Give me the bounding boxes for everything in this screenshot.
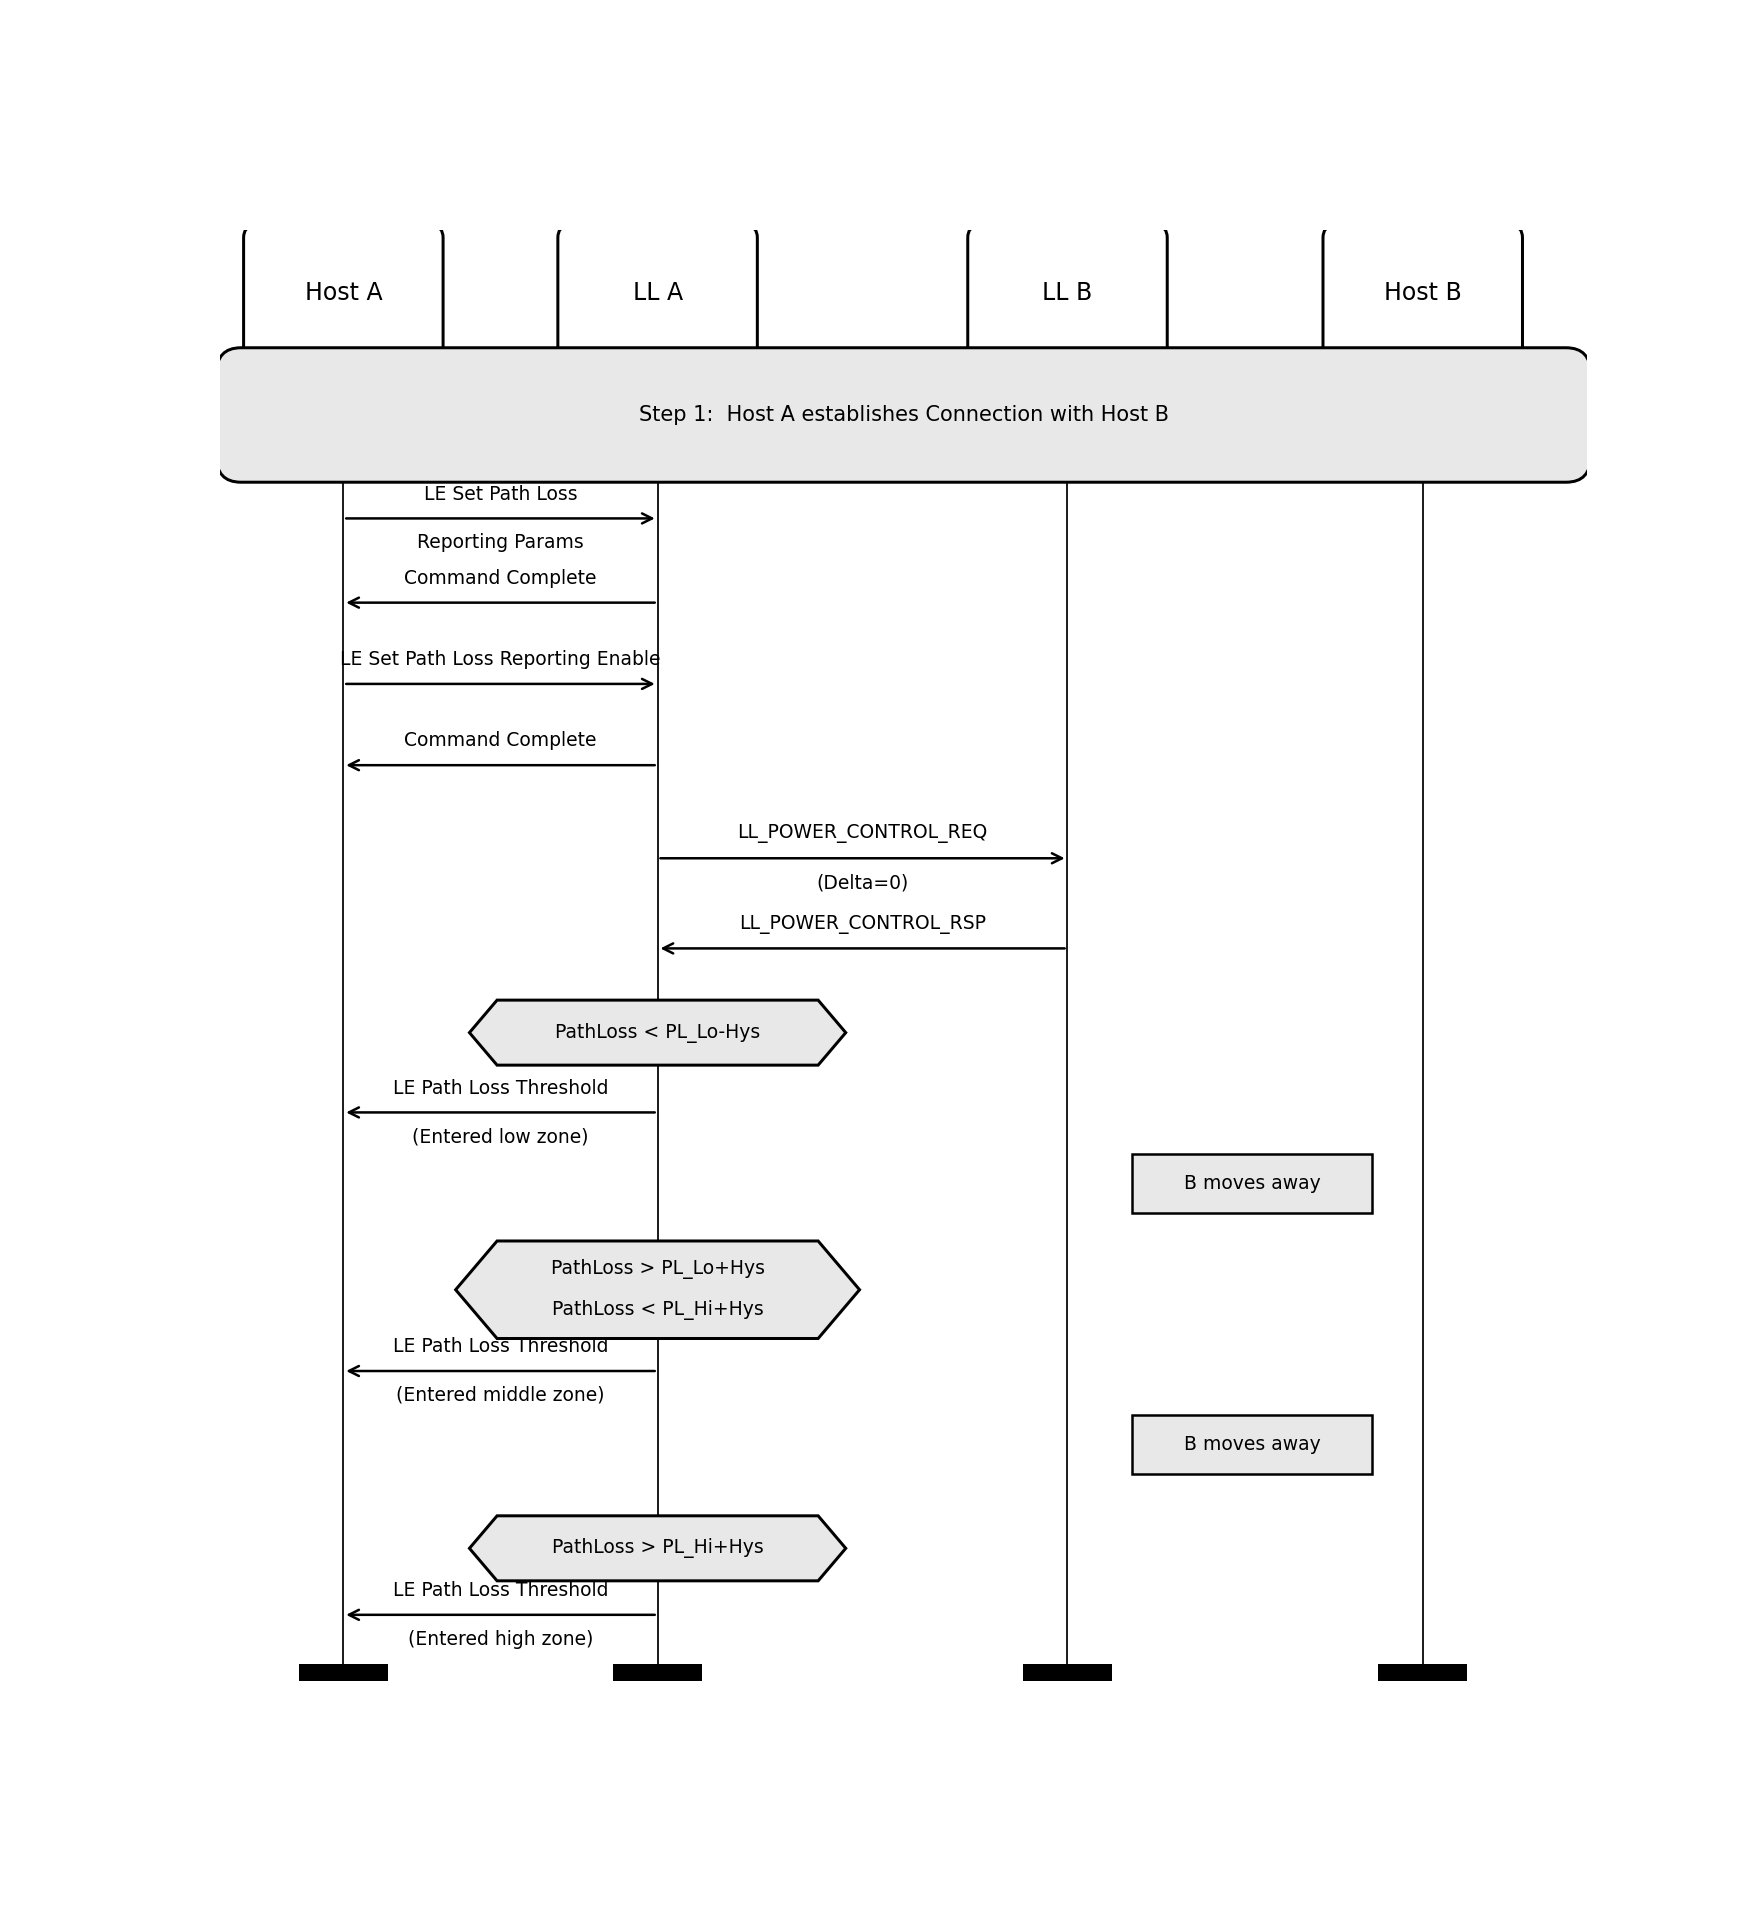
Text: LL_POWER_CONTROL_REQ: LL_POWER_CONTROL_REQ xyxy=(737,825,987,844)
Text: Host B: Host B xyxy=(1384,280,1462,305)
FancyBboxPatch shape xyxy=(243,226,443,361)
FancyBboxPatch shape xyxy=(1322,226,1523,361)
Text: LE Set Path Loss Reporting Enable: LE Set Path Loss Reporting Enable xyxy=(340,651,661,670)
Bar xyxy=(300,1664,388,1681)
Text: LE Path Loss Threshold: LE Path Loss Threshold xyxy=(393,1078,608,1098)
Text: LL B: LL B xyxy=(1042,280,1093,305)
FancyBboxPatch shape xyxy=(968,226,1167,361)
FancyBboxPatch shape xyxy=(557,226,758,361)
Text: PathLoss < PL_Lo-Hys: PathLoss < PL_Lo-Hys xyxy=(555,1023,760,1042)
FancyBboxPatch shape xyxy=(217,347,1590,482)
Bar xyxy=(614,1664,702,1681)
Polygon shape xyxy=(455,1242,860,1339)
Text: Host A: Host A xyxy=(305,280,383,305)
Text: PathLoss > PL_Hi+Hys: PathLoss > PL_Hi+Hys xyxy=(552,1539,763,1558)
Text: Command Complete: Command Complete xyxy=(404,731,596,750)
Text: LE Path Loss Threshold: LE Path Loss Threshold xyxy=(393,1338,608,1357)
Text: (Entered low zone): (Entered low zone) xyxy=(413,1126,589,1146)
Text: (Delta=0): (Delta=0) xyxy=(816,873,908,892)
Polygon shape xyxy=(469,1516,846,1581)
Text: Reporting Params: Reporting Params xyxy=(418,533,584,553)
Text: B moves away: B moves away xyxy=(1183,1174,1320,1194)
Text: PathLoss > PL_Lo+Hys: PathLoss > PL_Lo+Hys xyxy=(550,1259,765,1280)
Bar xyxy=(1023,1664,1112,1681)
Text: Step 1:  Host A establishes Connection with Host B: Step 1: Host A establishes Connection wi… xyxy=(638,405,1169,424)
Text: PathLoss < PL_Hi+Hys: PathLoss < PL_Hi+Hys xyxy=(552,1301,763,1320)
Text: B moves away: B moves away xyxy=(1183,1435,1320,1455)
Text: (Entered high zone): (Entered high zone) xyxy=(407,1629,592,1648)
Bar xyxy=(1132,1416,1372,1474)
Bar xyxy=(1132,1153,1372,1213)
Polygon shape xyxy=(469,1000,846,1065)
Bar xyxy=(1379,1664,1467,1681)
Text: LL_POWER_CONTROL_RSP: LL_POWER_CONTROL_RSP xyxy=(739,915,986,935)
Text: LE Set Path Loss: LE Set Path Loss xyxy=(423,486,577,503)
Text: (Entered middle zone): (Entered middle zone) xyxy=(397,1386,605,1405)
Text: LE Path Loss Threshold: LE Path Loss Threshold xyxy=(393,1581,608,1600)
Text: Command Complete: Command Complete xyxy=(404,568,596,587)
Text: LL A: LL A xyxy=(633,280,682,305)
